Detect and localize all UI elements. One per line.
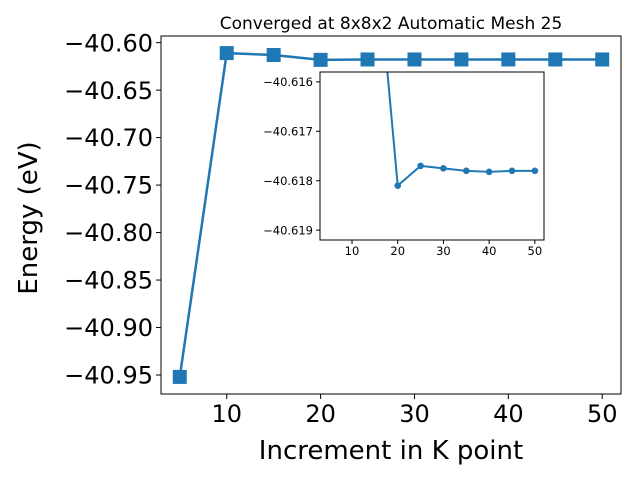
inset-plot: 10 20 30 40 50 −40.619 −40.618 −40.617 −40.616 bbox=[263, 71, 545, 258]
y-tick-label: −40.95 bbox=[64, 362, 153, 390]
x-tick-label: 30 bbox=[399, 400, 430, 428]
data-point bbox=[501, 52, 516, 67]
data-point bbox=[454, 52, 469, 67]
series-line bbox=[386, 72, 535, 187]
y-tick-label: −40.618 bbox=[263, 174, 313, 188]
data-point bbox=[394, 182, 402, 189]
x-tick-label: 30 bbox=[436, 244, 451, 258]
y-tick-label: −40.70 bbox=[64, 124, 153, 152]
data-point bbox=[417, 162, 424, 170]
axes-frame bbox=[319, 71, 545, 241]
y-axis-label: Energy (eV) bbox=[14, 141, 44, 294]
data-point bbox=[313, 52, 328, 67]
plot-area bbox=[320, 72, 544, 240]
data-point bbox=[219, 46, 234, 61]
x-tick-label: 40 bbox=[482, 244, 497, 258]
data-point bbox=[485, 168, 493, 176]
y-tick-label: −40.619 bbox=[263, 223, 313, 237]
y-tick-label: −40.90 bbox=[64, 314, 153, 342]
axes-frame bbox=[160, 35, 622, 395]
data-point bbox=[440, 165, 447, 172]
data-point bbox=[462, 167, 470, 175]
x-tick-label: 50 bbox=[528, 244, 543, 258]
data-point bbox=[508, 167, 516, 175]
y-tick-label: −40.617 bbox=[263, 124, 313, 138]
x-tick-label: 10 bbox=[211, 400, 242, 428]
data-point bbox=[266, 47, 281, 62]
x-tick-label: 10 bbox=[345, 244, 360, 258]
chart-title: Converged at 8x8x2 Automatic Mesh 25 bbox=[220, 14, 563, 34]
y-tick-label: −40.65 bbox=[64, 77, 153, 105]
y-tick-label: −40.80 bbox=[64, 219, 153, 247]
data-point bbox=[360, 52, 375, 67]
data-point bbox=[531, 167, 539, 175]
data-point bbox=[595, 52, 610, 67]
data-point bbox=[407, 52, 422, 67]
x-tick-label: 50 bbox=[587, 400, 618, 428]
y-tick-label: −40.616 bbox=[263, 75, 313, 89]
y-tick-label: −40.85 bbox=[64, 267, 153, 295]
y-tick-label: −40.75 bbox=[64, 172, 153, 200]
data-point bbox=[548, 52, 563, 67]
x-axis-label: Increment in K point bbox=[259, 436, 523, 466]
y-tick-label: −40.60 bbox=[64, 29, 153, 57]
series-line bbox=[178, 51, 603, 378]
x-tick-label: 20 bbox=[305, 400, 336, 428]
x-tick-label: 40 bbox=[493, 400, 524, 428]
x-tick-label: 20 bbox=[390, 244, 405, 258]
data-point bbox=[172, 369, 187, 384]
